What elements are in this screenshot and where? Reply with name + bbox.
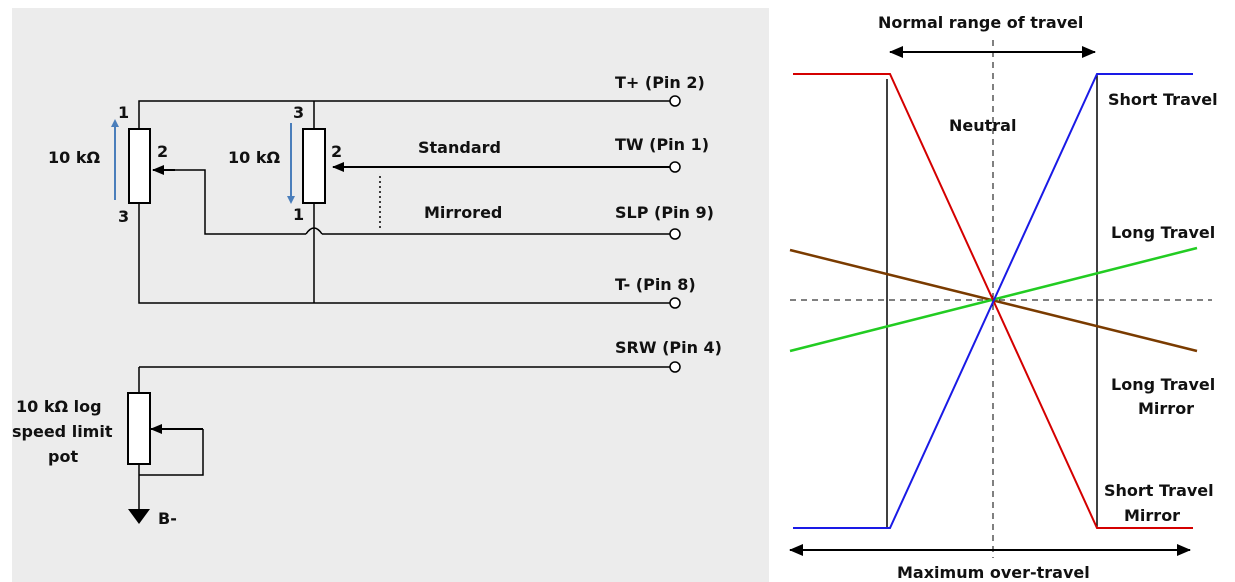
t-plus-pin-label: T+ (Pin 2) <box>615 73 705 92</box>
slp-terminal <box>669 228 681 240</box>
ground-label: B- <box>158 509 177 528</box>
short-travel-curve <box>793 73 1193 529</box>
speed-limit-pot: 10 kΩ log speed limit pot <box>12 392 204 512</box>
right-pot-pin3: 3 <box>293 103 304 122</box>
short-travel-mirror-label-1: Short Travel <box>1104 481 1214 500</box>
right-pot-pin1: 1 <box>293 205 304 224</box>
right-pot-body <box>302 128 326 204</box>
ground-arrow-icon <box>128 509 150 524</box>
mirrored-label: Mirrored <box>424 203 502 222</box>
speed-pot-label-1: 10 kΩ log <box>16 397 102 416</box>
right-pot-value: 10 kΩ <box>228 148 280 167</box>
standard-label: Standard <box>418 138 501 157</box>
left-pot-pin2: 2 <box>157 142 168 161</box>
right-pot-pin2: 2 <box>331 142 342 161</box>
schematic-background <box>12 8 769 582</box>
t-plus-wire <box>138 100 675 129</box>
speed-pot-label-3: pot <box>48 447 78 466</box>
srw-terminal <box>669 361 681 373</box>
right-pot: 10 kΩ 3 2 1 <box>228 103 342 224</box>
left-pot-body <box>128 128 151 204</box>
max-overtravel-label: Maximum over-travel <box>897 563 1090 582</box>
wiring-schematic: T+ (Pin 2) TW (Pin 1) Standard SLP (Pin … <box>12 8 769 582</box>
t-minus-wire <box>138 203 675 304</box>
slp-pin-label: SLP (Pin 9) <box>615 203 714 222</box>
t-plus-terminal <box>669 95 681 107</box>
tw-terminal <box>669 161 681 173</box>
t-minus-pin-label: T- (Pin 8) <box>615 275 696 294</box>
travel-graph: Normal range of travel Neutral Short Tra… <box>789 13 1218 582</box>
long-travel-label: Long Travel <box>1111 223 1215 242</box>
speed-pot-body <box>127 392 151 465</box>
left-pot-value: 10 kΩ <box>48 148 100 167</box>
speed-pot-wiper-loop <box>139 429 204 476</box>
neutral-label: Neutral <box>949 116 1016 135</box>
long-travel-mirror-label-2: Mirror <box>1138 399 1194 418</box>
tw-pin-label: TW (Pin 1) <box>615 135 709 154</box>
speed-pot-label-2: speed limit <box>12 422 113 441</box>
short-travel-label: Short Travel <box>1108 90 1218 109</box>
long-travel-mirror-label-1: Long Travel <box>1111 375 1215 394</box>
srw-pin-label: SRW (Pin 4) <box>615 338 722 357</box>
short-travel-mirror-label-2: Mirror <box>1124 506 1180 525</box>
left-pot-pin1: 1 <box>118 103 129 122</box>
t-minus-terminal <box>669 297 681 309</box>
left-pot-pin3: 3 <box>118 207 129 226</box>
normal-range-label: Normal range of travel <box>878 13 1083 32</box>
left-pot: 10 kΩ 1 2 3 <box>48 103 168 226</box>
